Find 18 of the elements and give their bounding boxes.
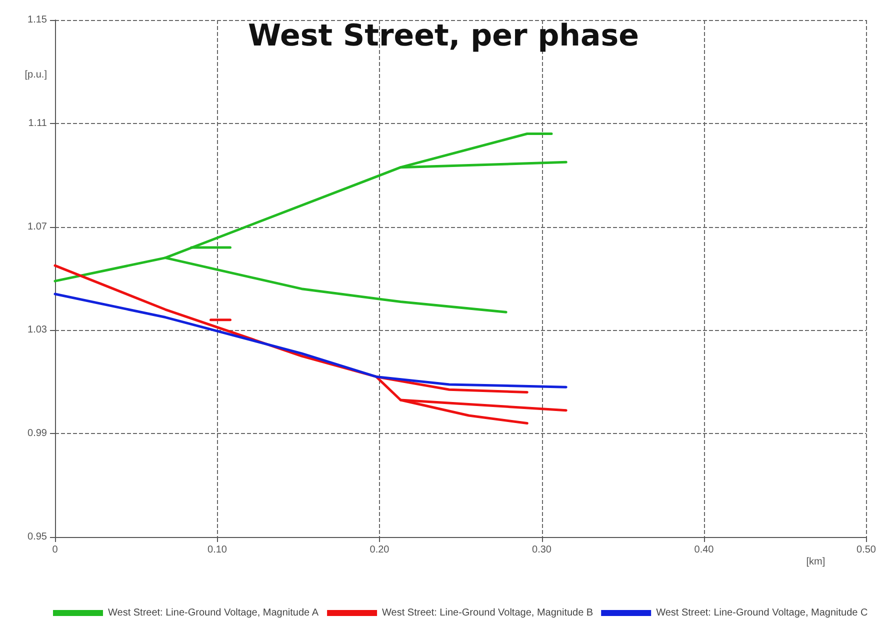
- x-tick-label: 0: [52, 544, 58, 556]
- chart-title: West Street, per phase: [248, 18, 639, 54]
- y-tick-label: 0.99: [28, 428, 48, 440]
- x-tick-label: 0.50: [856, 544, 876, 556]
- y-tick-label: 1.15: [28, 14, 48, 26]
- x-tick-label: 0.10: [208, 544, 228, 556]
- legend-label: West Street: Line-Ground Voltage, Magnitude C: [656, 608, 868, 618]
- y-tick-label: 0.95: [28, 532, 48, 542]
- x-axis-title: [km]: [806, 556, 826, 568]
- y-axis-title: [p.u.]: [24, 70, 48, 80]
- legend-label: West Street: Line-Ground Voltage, Magnitude B: [382, 608, 594, 618]
- y-tick-label: 1.07: [28, 221, 48, 232]
- y-tick-label: 1.03: [28, 324, 48, 336]
- x-tick-label: 0.30: [532, 544, 552, 556]
- y-tick-label: 1.11: [28, 118, 48, 129]
- legend-label: West Street: Line-Ground Voltage, Magnitude A: [108, 608, 319, 618]
- x-tick-label: 0.40: [694, 544, 714, 556]
- x-tick-label: 0.20: [370, 544, 390, 556]
